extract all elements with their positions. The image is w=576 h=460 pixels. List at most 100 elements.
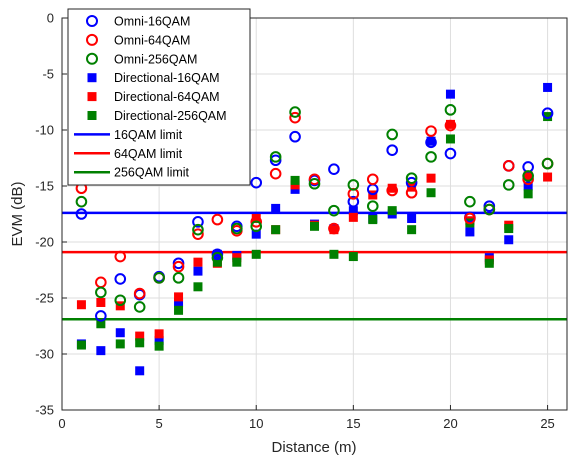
point-directional-64qam: [445, 119, 455, 129]
point-omni-256qam: [95, 286, 107, 299]
point-omni-16qam: [114, 273, 127, 285]
point-directional-16qam: [212, 249, 222, 259]
point-directional-256qam: [96, 319, 106, 329]
point-directional-256qam: [310, 221, 319, 231]
point-directional-64qam: [543, 172, 553, 182]
point-directional-16qam: [445, 89, 455, 99]
point-directional-256qam: [329, 249, 339, 259]
point-omni-16qam: [541, 107, 554, 119]
point-omni-256qam: [308, 177, 321, 190]
point-directional-256qam: [543, 112, 553, 122]
point-directional-16qam: [504, 235, 514, 245]
x-axis-title: Distance (m): [271, 439, 356, 456]
point-omni-16qam: [328, 163, 340, 175]
point-omni-256qam: [541, 157, 554, 170]
legend-label-directional-16qam: Directional-16QAM: [114, 71, 220, 85]
point-omni-64qam: [405, 186, 418, 199]
point-directional-256qam: [154, 341, 164, 351]
point-omni-64qam: [502, 160, 515, 172]
point-directional-256qam: [115, 339, 125, 349]
point-omni-256qam: [502, 179, 515, 191]
limit-lines: [62, 211, 567, 321]
x-tick-label: 25: [540, 416, 554, 431]
point-directional-256qam: [387, 206, 397, 216]
point-omni-16qam: [75, 208, 88, 220]
point-omni-64qam: [269, 167, 282, 180]
point-omni-16qam: [95, 310, 107, 322]
point-omni-256qam: [386, 128, 398, 141]
point-directional-64qam: [251, 213, 261, 223]
point-omni-16qam: [269, 154, 282, 167]
x-tick-label: 5: [155, 416, 162, 431]
point-omni-256qam: [328, 204, 340, 217]
y-tick-label: -20: [35, 235, 54, 250]
point-directional-64qam: [348, 212, 358, 222]
point-omni-64qam: [192, 228, 204, 240]
point-directional-256qam: [484, 258, 494, 268]
point-directional-256qam: [368, 215, 378, 225]
legend-label-omni-256qam: Omni-256QAM: [114, 52, 197, 66]
x-tick-label: 10: [249, 416, 263, 431]
point-omni-16qam: [192, 216, 204, 228]
point-directional-16qam: [96, 346, 106, 356]
point-omni-16qam: [347, 195, 360, 208]
point-omni-16qam: [425, 136, 437, 149]
point-directional-64qam: [329, 225, 339, 235]
point-directional-64qam: [523, 171, 533, 181]
y-tick-label: -15: [35, 179, 54, 194]
point-directional-64qam: [135, 331, 145, 341]
legend-swatch-directional-16qam: [87, 73, 97, 83]
point-omni-256qam: [289, 106, 301, 118]
point-directional-256qam: [445, 134, 455, 144]
legend-swatch-omni-256qam: [86, 52, 98, 65]
point-directional-16qam: [193, 266, 203, 276]
legend-label-omni-64qam: Omni-64QAM: [114, 33, 190, 47]
x-tick-label: 0: [58, 416, 65, 431]
point-omni-64qam: [366, 173, 379, 186]
point-omni-64qam: [522, 173, 534, 186]
point-directional-16qam: [154, 336, 164, 346]
point-directional-256qam: [193, 282, 203, 292]
point-omni-64qam: [250, 216, 263, 228]
point-directional-16qam: [251, 229, 261, 239]
point-omni-64qam: [464, 212, 476, 225]
y-tick-label: 0: [47, 11, 54, 26]
point-directional-16qam: [543, 82, 553, 92]
point-omni-16qam: [172, 257, 185, 270]
point-omni-256qam: [483, 203, 496, 216]
point-directional-16qam: [348, 206, 358, 216]
y-tick-label: -10: [35, 123, 54, 138]
y-tick-label: -35: [35, 403, 54, 418]
point-omni-256qam: [522, 170, 534, 182]
point-directional-256qam: [504, 224, 514, 234]
point-omni-256qam: [211, 251, 224, 264]
legend-label-omni-16qam: Omni-16QAM: [114, 15, 190, 29]
point-omni-256qam: [172, 272, 185, 284]
point-omni-256qam: [405, 172, 418, 184]
point-omni-64qam: [308, 173, 321, 186]
legend-swatch-omni-16qam: [86, 15, 98, 27]
point-directional-64qam: [96, 297, 106, 307]
legend-label-directional-64qam: Directional-64QAM: [114, 90, 220, 104]
point-directional-256qam: [174, 305, 184, 315]
point-omni-64qam: [211, 213, 224, 226]
y-axis-title: EVM (dB): [9, 181, 26, 246]
x-axis-ticks: 0 5 10 15 20 25: [58, 405, 555, 431]
point-directional-64qam: [154, 329, 164, 339]
point-directional-16qam: [407, 213, 417, 223]
point-directional-16qam: [271, 203, 281, 213]
point-omni-256qam: [444, 104, 457, 116]
point-directional-16qam: [523, 181, 533, 191]
y-tick-label: -30: [35, 347, 54, 362]
point-directional-256qam: [290, 175, 300, 185]
point-directional-16qam: [426, 136, 436, 146]
point-directional-64qam: [193, 257, 203, 267]
point-directional-256qam: [135, 338, 145, 348]
point-omni-16qam: [444, 147, 457, 160]
point-directional-16qam: [174, 297, 184, 307]
data-markers: [75, 82, 554, 376]
point-directional-256qam: [251, 249, 261, 259]
point-omni-256qam: [231, 222, 243, 235]
point-omni-64qam: [425, 125, 437, 137]
